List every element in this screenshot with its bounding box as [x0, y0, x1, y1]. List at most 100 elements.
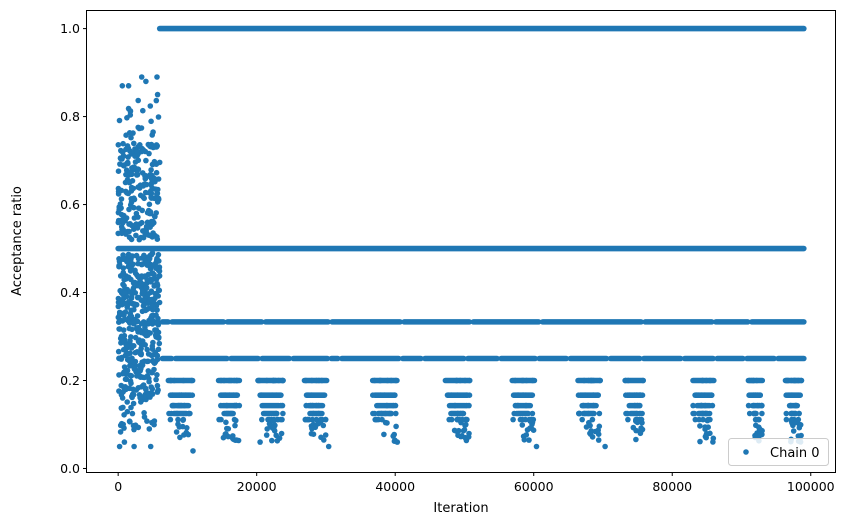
data-point	[156, 268, 163, 274]
data-point	[116, 206, 122, 213]
data-point	[122, 316, 128, 323]
data-point	[167, 377, 174, 384]
data-point	[221, 377, 227, 384]
data-point	[310, 410, 317, 417]
data-point	[154, 356, 161, 363]
data-point	[530, 427, 537, 434]
data-point	[463, 421, 469, 428]
data-point	[148, 352, 155, 359]
data-point	[121, 212, 127, 219]
y-axis: 0.0 0.2 0.4 0.6 0.8 1.0	[60, 21, 87, 476]
data-point	[235, 437, 242, 444]
data-point	[460, 428, 467, 434]
data-point	[226, 377, 232, 384]
data-point	[153, 292, 160, 299]
data-point	[640, 377, 646, 384]
scatter-points	[115, 25, 807, 454]
data-point	[691, 410, 698, 417]
data-point	[793, 402, 799, 409]
data-point	[322, 416, 329, 423]
data-point	[116, 255, 122, 262]
plot-frame	[86, 10, 836, 473]
data-point	[148, 141, 155, 148]
data-point	[746, 410, 753, 417]
data-point-run	[641, 355, 684, 362]
data-point	[634, 416, 640, 423]
data-point	[133, 301, 140, 308]
data-point	[625, 377, 631, 384]
data-point	[231, 377, 238, 384]
data-point	[520, 392, 526, 399]
x-tick-label: 100000	[787, 479, 835, 494]
data-point	[309, 377, 315, 384]
data-point	[149, 312, 155, 319]
data-point	[139, 207, 145, 214]
data-point-run	[228, 355, 261, 362]
data-point	[148, 118, 154, 125]
data-point	[752, 432, 758, 439]
data-point-run	[401, 319, 473, 325]
data-point	[224, 425, 230, 432]
data-point	[391, 431, 398, 438]
data-point	[116, 443, 123, 450]
data-point-run	[642, 319, 715, 325]
data-point	[138, 234, 144, 241]
data-point	[133, 221, 139, 227]
data-point-run	[744, 355, 777, 362]
data-point	[757, 432, 763, 438]
data-point	[149, 369, 155, 376]
data-point	[135, 157, 142, 164]
y-tick-label: 0.4	[60, 285, 80, 300]
data-point	[146, 190, 152, 196]
data-point	[384, 420, 390, 426]
data-point	[143, 78, 149, 85]
x-axis: 0 20000 40000 60000 80000 100000	[114, 472, 835, 494]
data-point-run	[536, 355, 570, 362]
data-point	[154, 74, 160, 80]
data-point	[188, 377, 195, 384]
data-point	[787, 402, 794, 409]
data-point	[169, 402, 176, 409]
data-point	[123, 132, 129, 138]
data-point	[186, 410, 192, 417]
data-point	[116, 372, 122, 378]
data-point	[755, 416, 761, 423]
data-point	[128, 404, 134, 411]
data-point	[128, 293, 135, 300]
data-point	[156, 159, 163, 166]
data-point	[232, 422, 238, 429]
data-point	[152, 176, 158, 182]
data-point	[116, 388, 122, 394]
data-point-run	[681, 355, 716, 362]
data-point	[155, 114, 162, 120]
data-point	[529, 377, 536, 384]
data-point	[118, 382, 124, 389]
data-point	[224, 402, 230, 409]
data-point	[137, 327, 144, 334]
data-point-run	[422, 355, 467, 362]
data-point	[797, 392, 803, 399]
data-point	[138, 280, 144, 287]
data-point	[145, 321, 152, 327]
data-point	[280, 377, 286, 384]
data-point	[154, 190, 161, 197]
data-point	[754, 392, 761, 399]
data-point	[169, 392, 176, 399]
data-point	[149, 303, 156, 310]
data-point	[637, 402, 643, 409]
data-point	[633, 427, 639, 434]
data-point	[137, 144, 143, 150]
data-point	[315, 402, 322, 409]
data-point	[154, 382, 161, 389]
data-point	[143, 157, 149, 164]
data-point	[124, 177, 131, 183]
data-point	[581, 410, 588, 417]
data-point	[697, 423, 703, 429]
data-point	[135, 166, 142, 173]
data-point	[123, 342, 130, 349]
data-point	[146, 201, 153, 208]
data-point	[587, 422, 593, 429]
data-point	[134, 149, 140, 155]
data-point	[710, 439, 716, 445]
data-point	[589, 416, 596, 423]
